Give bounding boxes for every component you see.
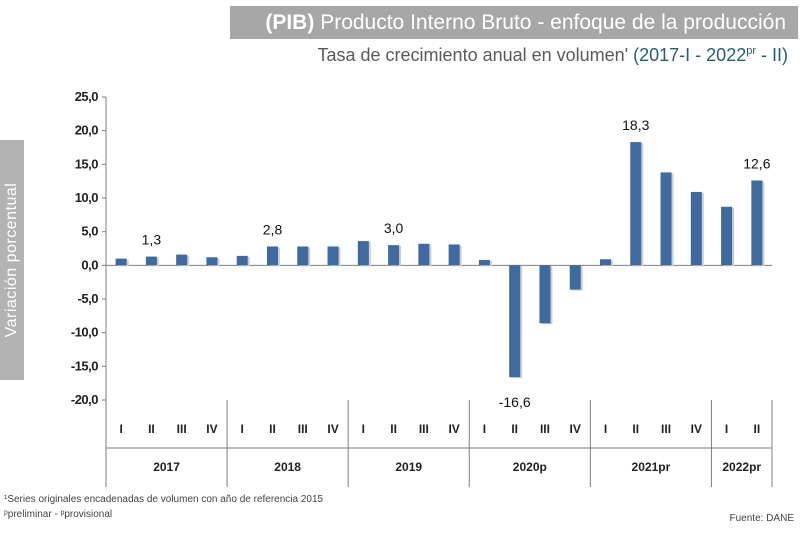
bar-2017-II [145,256,157,266]
quarter-label: III [298,422,308,436]
y-tick-label: 10,0 [75,190,99,205]
quarter-label: I [241,422,244,436]
quarter-label: I [604,422,607,436]
data-label: -16,6 [499,394,531,410]
year-label: 2017 [153,460,180,474]
bar-2021pr-II [630,142,642,266]
year-label: 2018 [274,460,301,474]
y-tick-label: -5,0 [78,291,99,306]
bar-2020p-IV [569,265,581,290]
quarter-label: IV [448,422,459,436]
quarter-label: IV [691,422,702,436]
bar-2018-IV [327,246,339,266]
bar-2019-I [357,241,369,266]
bar-2018-III [297,246,309,266]
y-tick-label: 0,0 [81,257,98,272]
bar-2020p-II [509,265,521,378]
bar-2017-IV [206,257,218,266]
quarter-label: I [483,422,486,436]
bar-2017-I [115,258,127,266]
bar-2020p-III [539,265,551,324]
quarter-label: IV [206,422,217,436]
quarter-label: IV [570,422,581,436]
y-tick-label: 25,0 [75,89,99,104]
data-label: 18,3 [622,117,649,133]
bar-2022pr-I [721,206,733,266]
bar-2021pr-I [600,259,611,266]
quarter-label: II [632,422,639,436]
bar-2022pr-II [751,180,763,266]
year-label: 2020p [513,460,547,474]
footnote-series: ¹Series originales encadenadas de volume… [4,494,324,505]
quarter-label: III [661,422,671,436]
bar-2021pr-III [660,172,672,266]
bar-2017-III [176,254,188,266]
quarter-label: IV [327,422,338,436]
bar-2018-II [267,246,278,266]
data-label: 1,3 [142,232,162,248]
source-note: Fuente: DANE [729,513,794,524]
data-label: 2,8 [263,221,283,237]
quarter-label: III [540,422,550,436]
y-tick-label: -20,0 [71,392,98,407]
period-end: - II) [756,45,788,65]
bar-2019-II [388,245,400,266]
quarter-label: I [119,422,122,436]
subtitle-text: Tasa de crecimiento anual en volumen [317,45,625,65]
bar-2019-IV [448,244,460,266]
quarter-label: III [419,422,429,436]
data-label: 3,0 [384,220,404,236]
title-abbrev: (PIB) [265,10,315,34]
subtitle-mark: ' [624,45,629,65]
bar-2020p-I [478,259,490,266]
footnote-preliminary: ᵖpreliminar - ᵖprovisional [4,509,113,520]
quarter-label: II [269,422,276,436]
y-tick-label: 5,0 [81,224,98,239]
data-label: 12,6 [743,155,770,171]
y-tick-label: 20,0 [75,123,99,138]
bar-2021pr-IV [690,191,702,266]
period-sup: pr [746,45,756,57]
bar-2019-III [418,243,430,266]
year-label: 2021pr [632,460,671,474]
quarter-label: II [511,422,518,436]
y-axis-title-box: Variación porcentual [0,140,24,380]
y-tick-label: -10,0 [71,325,98,340]
chart-subtitle: Tasa de crecimiento anual en volumen' (2… [318,45,789,66]
y-tick-label: 15,0 [75,156,99,171]
quarter-label: III [177,422,187,436]
title-main: Producto Interno Bruto - enfoque de la p… [320,10,786,34]
year-label: 2019 [395,460,422,474]
quarter-label: II [390,422,397,436]
quarter-label: II [148,422,155,436]
y-tick-label: -15,0 [71,358,98,373]
title-bar: (PIB) Producto Interno Bruto - enfoque d… [230,6,798,39]
bar-2018-I [236,255,248,266]
subtitle-period: (2017-I - 2022pr - II) [633,45,788,65]
quarter-label: I [725,422,728,436]
year-label: 2022pr [722,460,761,474]
period-start: (2017-I - 2022 [633,45,747,65]
quarter-label: I [362,422,365,436]
quarter-label: II [754,422,761,436]
